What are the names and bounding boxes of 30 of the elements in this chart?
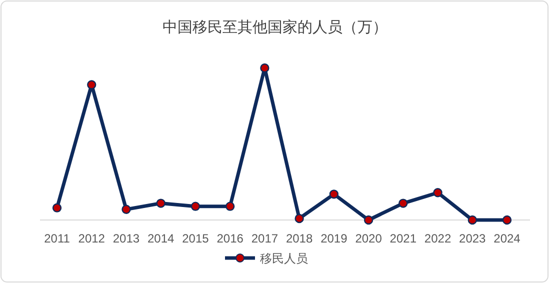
point [122,204,131,214]
x-tick-label: 2024 [494,232,521,246]
x-tick-label: 2013 [112,232,140,246]
point [87,80,96,90]
x-tick-label: 2021 [390,232,417,246]
x-tick-label: 2012 [78,232,106,246]
point [260,63,270,73]
point [294,214,304,224]
chart-title: 中国移民至其他国家的人员（万） [162,18,388,36]
x-tick-label: 2011 [44,232,70,246]
x-tick-label: 2016 [216,232,244,246]
x-tick-label: 2014 [147,232,175,246]
x-tick-label: 2020 [355,232,382,246]
point [433,188,442,198]
x-tick-label: 2018 [286,232,313,246]
legend-label: 移民人员 [260,252,308,266]
point [398,198,408,208]
x-tick-label: 2019 [320,232,348,246]
point [468,215,477,225]
point [52,203,62,212]
point [364,215,374,225]
point [225,202,235,211]
x-tick-label: 2017 [251,232,278,246]
point [190,202,200,211]
x-tick-label: 2022 [424,232,452,246]
point [329,190,339,199]
point [156,198,166,208]
x-tick-label: 2015 [182,232,210,246]
point [502,215,512,225]
x-tick-label: 2023 [459,232,486,246]
